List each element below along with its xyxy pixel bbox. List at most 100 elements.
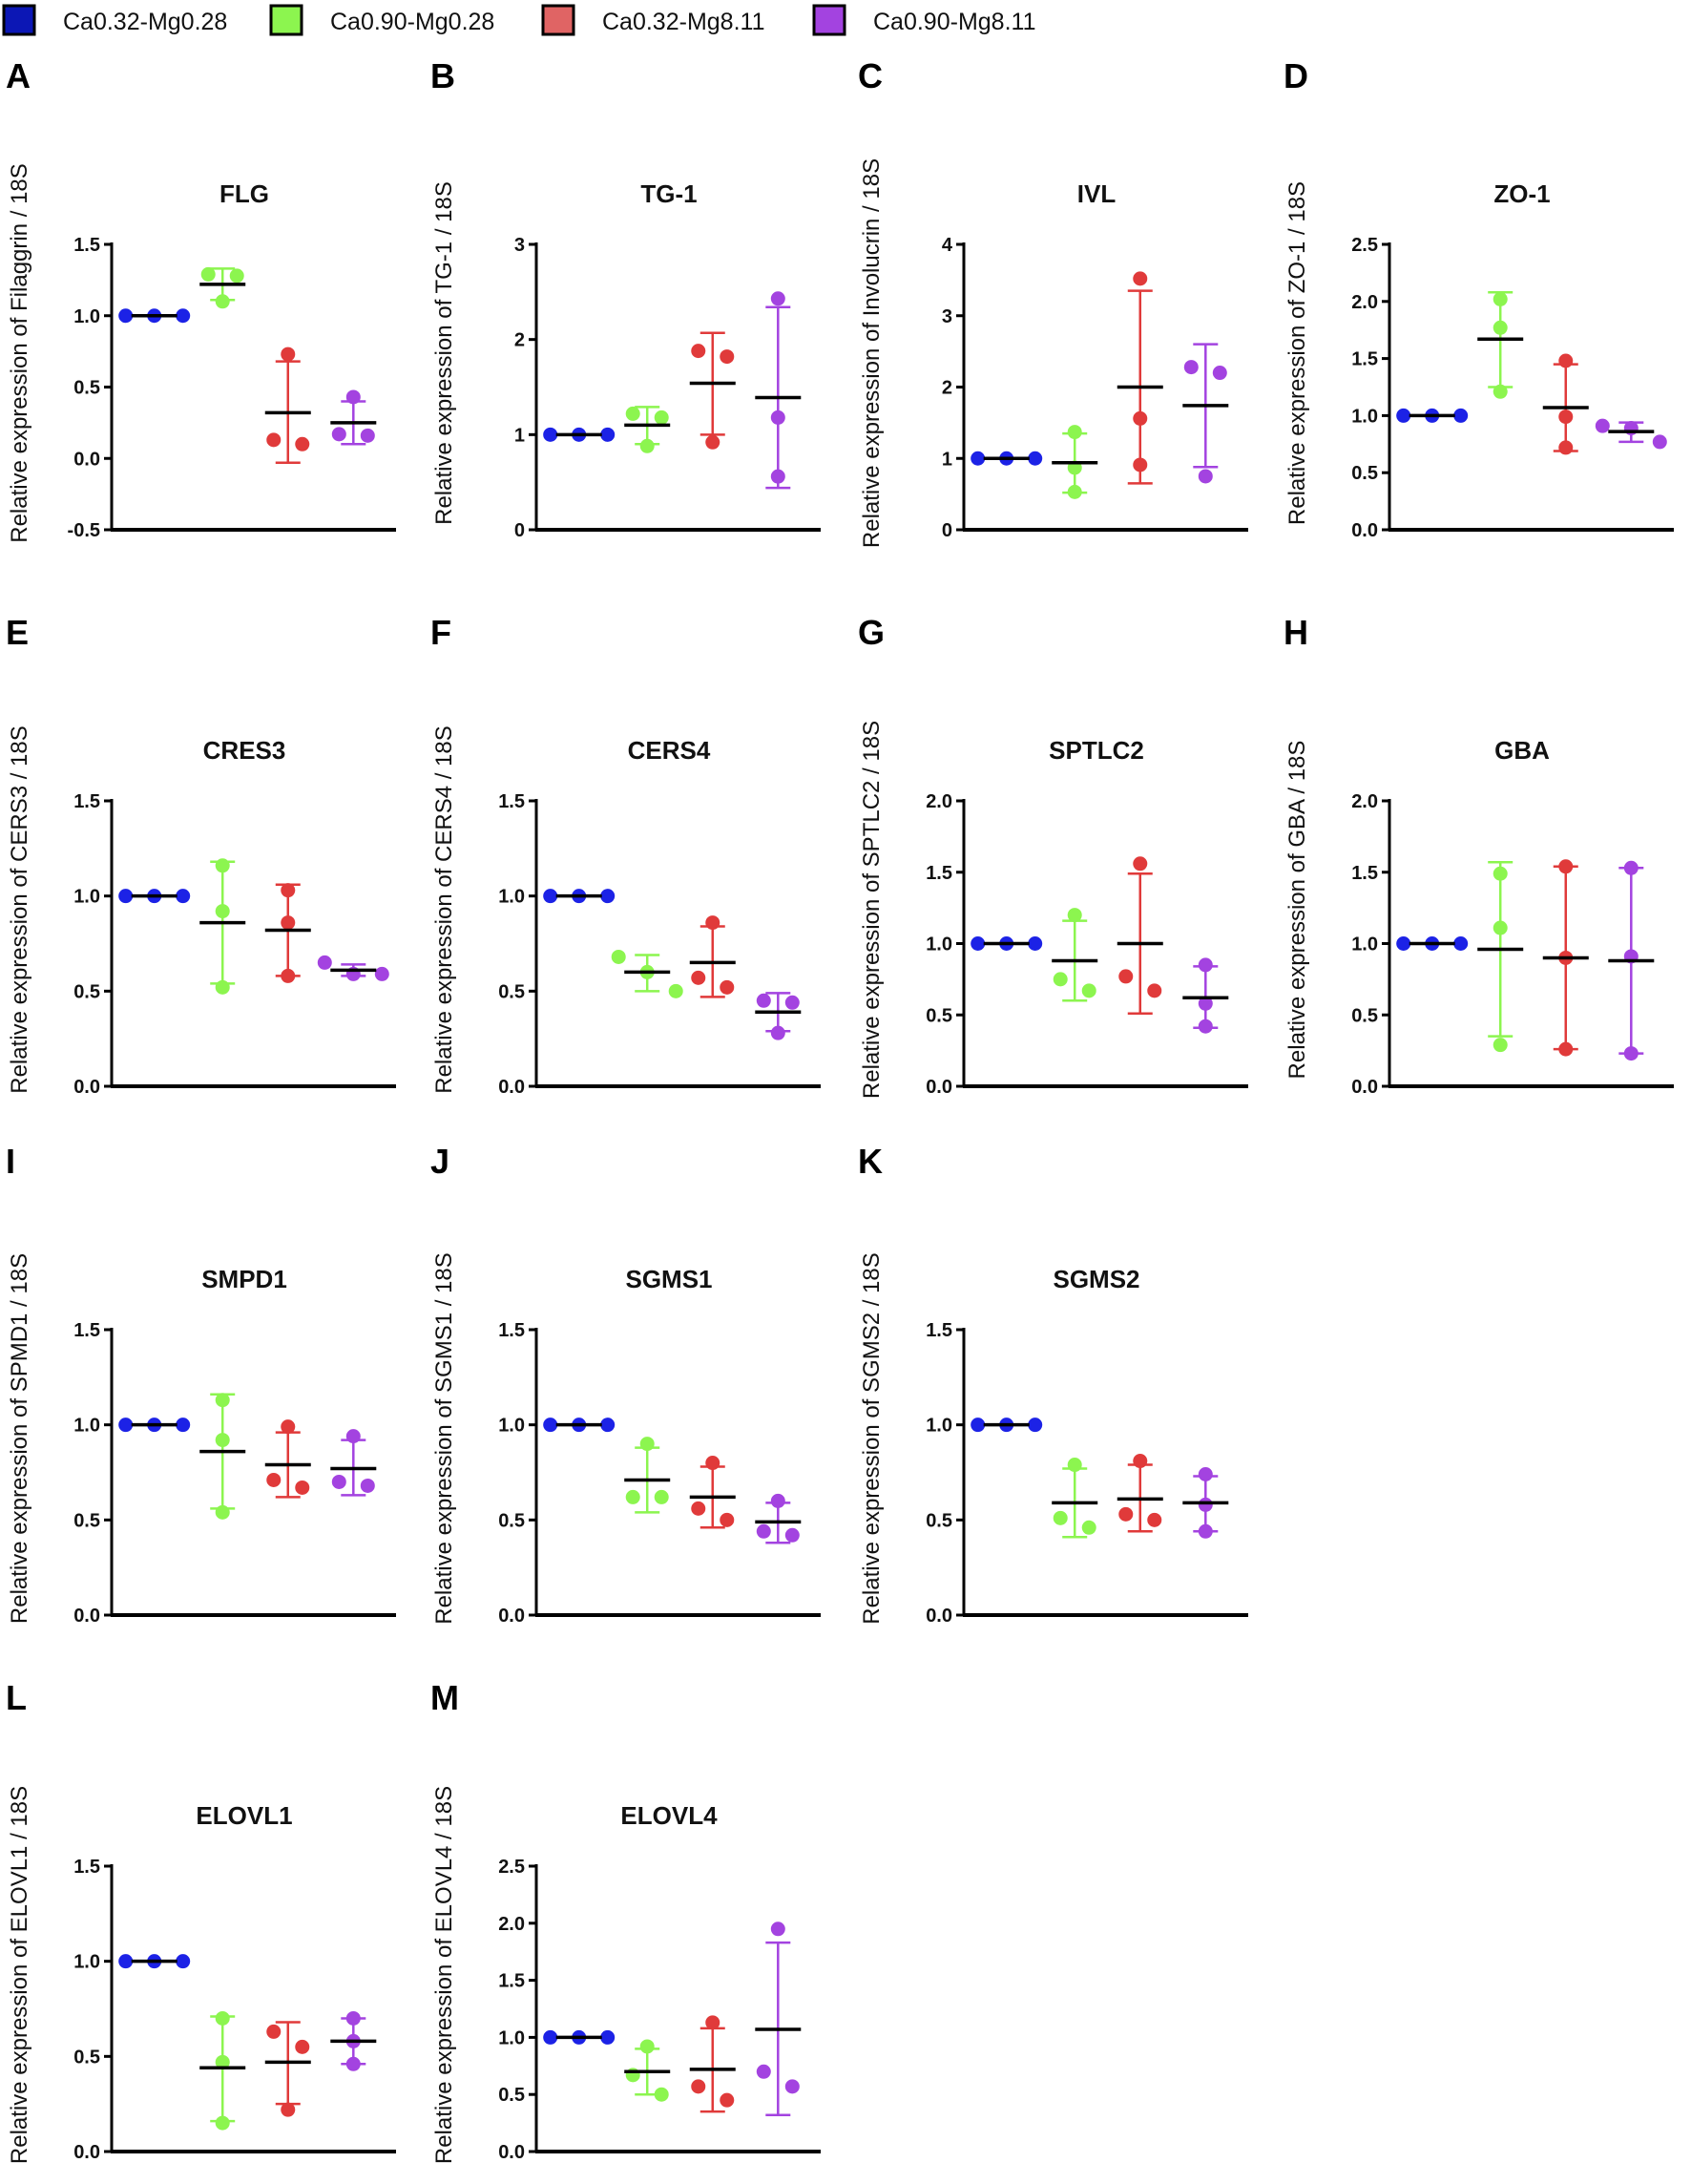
- y-axis-label: Relative expression of SGMS2 / 18S: [859, 1252, 885, 1625]
- legend-swatch: [812, 4, 846, 36]
- y-tick-label: 0.0: [1351, 1077, 1378, 1098]
- y-tick-label: 1.0: [926, 934, 952, 956]
- y-tick-label: 0.5: [498, 1510, 525, 1531]
- data-point: [654, 1489, 669, 1504]
- y-axis-label: Relative expression of Involucrin / 18S: [859, 158, 885, 548]
- data-point: [600, 1418, 616, 1433]
- data-point: [654, 410, 669, 425]
- group-3: [689, 1456, 736, 1529]
- data-point: [281, 915, 296, 931]
- data-point: [215, 2054, 230, 2069]
- panel-a: A FLG Relative expression of Filaggrin / 1…: [6, 56, 396, 543]
- data-point: [543, 1418, 558, 1433]
- data-point: [654, 2087, 669, 2102]
- y-tick-label: 0.5: [1351, 463, 1378, 484]
- data-point: [1558, 859, 1574, 874]
- group-3: [264, 2021, 311, 2117]
- y-tick-label: 2.0: [1351, 791, 1378, 812]
- group-1: [543, 889, 616, 904]
- data-point: [345, 1429, 361, 1444]
- y-tick-label: 1.5: [926, 1320, 952, 1341]
- data-point: [295, 2039, 310, 2054]
- group-1: [118, 889, 191, 904]
- data-point: [720, 979, 735, 995]
- data-point: [215, 858, 230, 873]
- legend-item: Ca0.32-Mg0.28: [2, 4, 227, 36]
- group-1: [118, 308, 191, 324]
- group-1: [971, 451, 1043, 466]
- y-tick-label: 2: [514, 330, 525, 351]
- data-point: [705, 1456, 720, 1471]
- y-tick-label: 1.5: [926, 863, 952, 884]
- legend-swatch: [2, 4, 36, 36]
- data-point: [1198, 996, 1213, 1011]
- panel-title: SMPD1: [201, 1265, 287, 1293]
- group-2: [1477, 861, 1524, 1053]
- y-tick-label: 1: [514, 425, 525, 446]
- panel-m: M ELOVL4 Relative expression of ELOVL4 / 1…: [430, 1678, 821, 2164]
- data-point: [1028, 451, 1043, 466]
- group-3: [1117, 1454, 1163, 1533]
- y-tick-label: 1.0: [73, 1416, 100, 1437]
- group-4: [1182, 343, 1229, 484]
- data-point: [543, 2029, 558, 2045]
- group-2: [199, 2010, 246, 2131]
- group-4: [1182, 957, 1229, 1034]
- group-2: [199, 266, 246, 309]
- y-tick-label: 1.5: [498, 791, 525, 812]
- data-point: [691, 2079, 706, 2094]
- data-point: [691, 344, 706, 359]
- data-point: [1118, 969, 1134, 984]
- y-tick-label: 1.0: [498, 1416, 525, 1437]
- y-tick-label: 0.5: [498, 981, 525, 1002]
- y-tick-label: 3: [942, 306, 952, 327]
- data-point: [756, 1523, 771, 1539]
- panel-title: IVL: [1077, 179, 1117, 208]
- data-point: [625, 1489, 640, 1504]
- data-point: [705, 434, 720, 450]
- panel-letter: I: [6, 1142, 15, 1181]
- data-point: [1081, 1520, 1096, 1535]
- data-point: [756, 2064, 771, 2079]
- data-point: [1493, 291, 1508, 306]
- data-point: [345, 389, 361, 405]
- y-axis-label: Relative expression of Filaggrin / 18S: [7, 163, 32, 543]
- data-point: [360, 1478, 375, 1493]
- group-1: [543, 2029, 616, 2045]
- panel-letter: M: [430, 1678, 459, 1717]
- y-tick-label: 1.0: [926, 1416, 952, 1437]
- group-2: [199, 858, 246, 995]
- data-point: [1493, 320, 1508, 335]
- data-point: [1198, 1018, 1213, 1034]
- data-point: [770, 1493, 785, 1508]
- panel-l: L ELOVL1 Relative expression of ELOVL1 / 1…: [6, 1678, 396, 2164]
- group-4: [330, 1429, 377, 1497]
- panel-letter: L: [6, 1678, 27, 1717]
- data-point: [1198, 957, 1213, 973]
- data-point: [281, 346, 296, 362]
- data-point: [1198, 1523, 1213, 1539]
- y-tick-label: 0.0: [926, 1606, 952, 1627]
- group-3: [689, 915, 736, 998]
- data-point: [295, 436, 310, 452]
- y-axis-label: Relative expression of ZO-1 / 18S: [1284, 181, 1310, 525]
- data-point: [281, 1419, 296, 1435]
- group-3: [689, 331, 736, 450]
- y-tick-label: 1.0: [73, 306, 100, 327]
- data-point: [1198, 469, 1213, 484]
- data-point: [720, 2092, 735, 2108]
- data-point: [215, 1433, 230, 1448]
- data-point: [215, 1393, 230, 1408]
- data-point: [1198, 1497, 1213, 1512]
- data-point: [1493, 866, 1508, 881]
- data-point: [229, 268, 244, 284]
- y-tick-label: 1.5: [1351, 349, 1378, 370]
- data-point: [600, 889, 616, 904]
- data-point: [331, 427, 346, 442]
- panel-title: SGMS1: [625, 1265, 712, 1293]
- panel-title: ELOVL1: [196, 1801, 292, 1830]
- data-point: [266, 432, 282, 448]
- group-2: [1477, 290, 1524, 399]
- y-axis-label: Relative expression of CERS3 / 18S: [7, 725, 32, 1094]
- y-tick-label: 1.5: [73, 1320, 100, 1341]
